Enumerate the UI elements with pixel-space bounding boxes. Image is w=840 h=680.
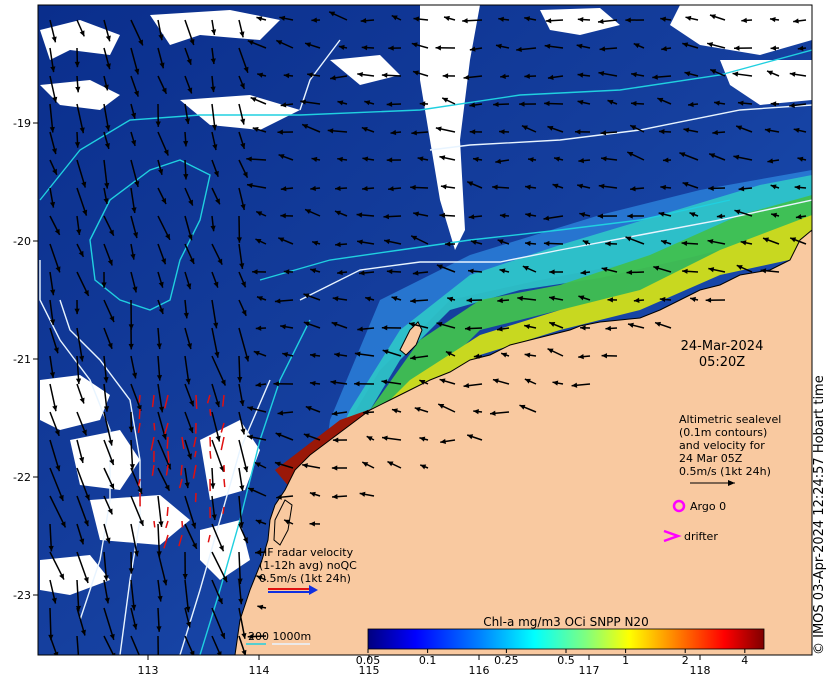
isobath-legend: 200 1000m — [246, 630, 311, 645]
hf-radar-legend-line: HF radar velocity — [259, 546, 354, 559]
drifter-label: drifter — [684, 530, 718, 543]
colorbar-tick-label: 4 — [741, 654, 748, 667]
copyright-credit: © IMOS 03-Apr-2024 12:24:57 Hobart time — [812, 375, 827, 655]
colorbar-title: Chl-a mg/m3 OCi SNPP N20 — [483, 615, 648, 629]
longitude-ticks: 113 114 115 116 117 118 — [138, 655, 711, 677]
isobath-legend-label: 200 1000m — [248, 630, 311, 643]
coastal-yellow-band — [300, 215, 812, 540]
colorbar-tick-label: 0.1 — [419, 654, 437, 667]
velocity-arrow-field — [48, 11, 807, 655]
timestamp-time: 05:20Z — [699, 355, 745, 370]
colorbar: Chl-a mg/m3 OCi SNPP N20 0.05 0.1 0.25 0.5 1… — [356, 615, 765, 667]
peninsula — [273, 499, 293, 546]
drifter-marker-icon — [663, 529, 682, 543]
argo-marker-icon — [672, 499, 686, 513]
cloud-mask — [40, 5, 812, 595]
lon-tick-label: 117 — [579, 664, 600, 677]
lon-tick-label: 116 — [469, 664, 490, 677]
colorbar-tick-label: 0.5 — [557, 654, 575, 667]
altimetry-legend-line: Altimetric sealevel — [679, 413, 781, 426]
argo-label: Argo 0 — [690, 500, 726, 513]
shelf-light-band — [290, 170, 812, 655]
colorbar-gradient — [367, 628, 765, 650]
lon-tick-label: 114 — [249, 664, 270, 677]
lon-tick-label: 118 — [690, 664, 711, 677]
altimetry-legend-line: 24 Mar 05Z — [679, 452, 743, 465]
lat-tick-label: -22 — [13, 471, 31, 484]
island — [399, 321, 423, 356]
hf-radar-legend-line: 0.5m/s (1kt 24h) — [259, 572, 351, 585]
lat-tick-label: -23 — [13, 589, 31, 602]
colorbar-ticks: 0.05 0.1 0.25 0.5 1 2 4 — [356, 649, 748, 667]
lat-tick-label: -21 — [13, 353, 31, 366]
lon-tick-label: 115 — [359, 664, 380, 677]
hf-radar-legend: HF radar velocity (1-12h avg) noQC 0.5m/… — [259, 546, 357, 595]
latitude-ticks: -19 -20 -21 -22 -23 — [13, 117, 38, 602]
land-mainland — [234, 229, 812, 655]
altimetry-legend-line: (0.1m contours) — [679, 426, 767, 439]
hf-radar-arrow-field — [137, 394, 226, 549]
lat-tick-label: -19 — [13, 117, 31, 130]
hf-radar-legend-line: (1-12h avg) noQC — [259, 559, 357, 572]
altimetry-legend-line: and velocity for — [679, 439, 765, 452]
colorbar-tick-label: 2 — [682, 654, 689, 667]
plot-frame — [37, 4, 813, 656]
lat-tick-label: -20 — [13, 235, 31, 248]
lon-tick-label: 113 — [138, 664, 159, 677]
colorbar-tick-label: 0.05 — [356, 654, 381, 667]
altimetry-legend: Altimetric sealevel (0.1m contours) and … — [679, 413, 781, 486]
colorbar-tick-label: 0.25 — [494, 654, 519, 667]
timestamp-date: 24-Mar-2024 — [681, 339, 764, 354]
altimetry-legend-line: 0.5m/s (1kt 24h) — [679, 465, 771, 478]
colorbar-tick-label: 1 — [622, 654, 629, 667]
